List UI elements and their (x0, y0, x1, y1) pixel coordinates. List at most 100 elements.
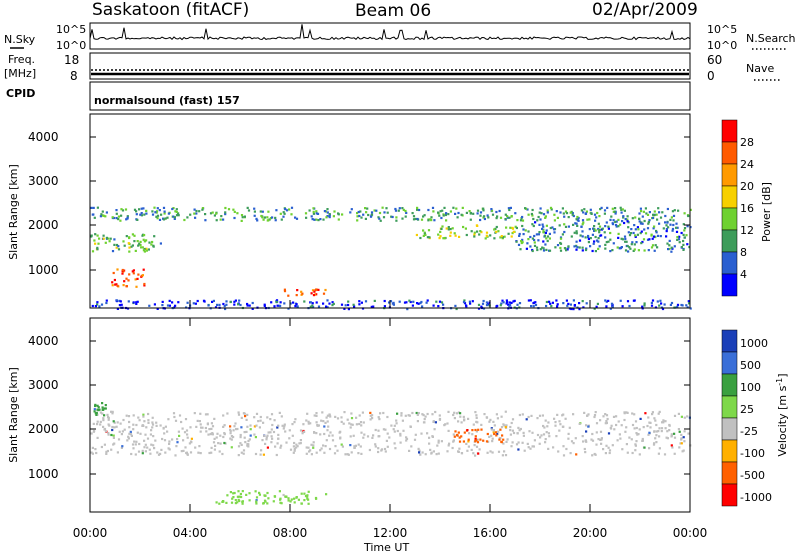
data-cell-0 (408, 414, 411, 417)
data-cell-0 (411, 212, 414, 215)
time-tick-label: 08:00 (273, 526, 308, 540)
data-cell-0 (151, 213, 155, 216)
data-cell-0 (521, 219, 525, 222)
data-cell-6 (595, 305, 598, 308)
data-cell-6 (565, 299, 568, 302)
colorbar-swatch (721, 251, 738, 275)
velocity-colorbar-label-end: ] (776, 373, 789, 377)
data-cell-6 (303, 300, 306, 303)
data-cell-0 (423, 214, 426, 217)
data-cell-0 (623, 411, 626, 414)
data-cell-0 (292, 445, 295, 448)
data-cell-3 (283, 290, 287, 293)
data-cell-5 (532, 224, 535, 228)
data-cell-0 (445, 219, 448, 222)
data-cell-0 (241, 216, 244, 219)
power-scatter (90, 206, 692, 311)
data-cell-0 (422, 421, 426, 424)
data-cell-5 (604, 225, 607, 228)
data-cell-5 (553, 231, 556, 234)
data-cell-5 (543, 234, 547, 237)
data-cell-6 (239, 303, 242, 307)
data-cell-0 (409, 425, 412, 428)
data-cell-0 (397, 209, 400, 212)
data-cell-0 (259, 419, 262, 422)
data-cell-6 (174, 304, 177, 307)
data-cell-5 (561, 233, 564, 236)
data-cell-5 (670, 246, 673, 249)
data-cell-0 (163, 212, 166, 215)
data-cell-0 (424, 453, 427, 456)
data-cell-0 (414, 433, 417, 436)
data-cell-0 (201, 208, 204, 211)
data-cell-0 (504, 410, 507, 413)
data-cell-0 (607, 446, 610, 449)
data-cell-0 (90, 432, 93, 435)
data-cell-6 (225, 303, 228, 306)
data-cell-0 (452, 413, 455, 417)
data-cell-5 (575, 232, 578, 235)
data-cell-6 (96, 301, 99, 304)
data-cell-1 (108, 240, 111, 243)
data-cell-0 (505, 424, 508, 427)
data-cell-6 (312, 305, 315, 309)
data-cell-6 (421, 305, 424, 308)
data-cell-0 (127, 435, 130, 438)
data-cell-0 (253, 433, 256, 436)
data-cell-0 (274, 219, 277, 222)
data-cell-0 (671, 210, 674, 213)
data-cell-0 (163, 210, 166, 213)
data-cell-0 (386, 432, 389, 435)
data-cell-5 (576, 224, 579, 227)
data-cell-0 (189, 426, 192, 429)
data-cell-0 (540, 434, 543, 437)
data-cell-1 (117, 248, 121, 251)
data-cell-0 (350, 423, 353, 426)
data-cell-4 (442, 237, 445, 240)
data-cell-0 (124, 208, 128, 211)
data-cell-0 (160, 213, 163, 216)
data-cell-5 (664, 221, 667, 224)
data-cell-0 (255, 217, 258, 220)
data-cell-0 (482, 216, 485, 219)
data-cell-0 (384, 428, 387, 431)
colorbar-swatch (721, 207, 738, 231)
data-cell-5 (591, 233, 594, 236)
data-cell-5 (683, 236, 686, 239)
data-cell-0 (436, 444, 439, 447)
data-cell-0 (176, 441, 179, 444)
data-cell-5 (551, 226, 554, 229)
data-cell-0 (323, 432, 326, 436)
data-cell-0 (234, 422, 237, 425)
data-cell-0 (404, 215, 407, 218)
data-cell-0 (340, 443, 343, 446)
data-cell-0 (280, 415, 283, 418)
data-cell-0 (99, 411, 102, 414)
data-cell-0 (423, 418, 426, 421)
data-cell-0 (511, 429, 514, 432)
data-cell-3 (307, 490, 310, 493)
data-cell-0 (500, 426, 504, 429)
data-cell-1 (455, 433, 459, 437)
data-cell-0 (514, 212, 517, 215)
data-cell-0 (369, 411, 372, 414)
data-cell-5 (541, 246, 544, 249)
data-cell-6 (440, 301, 444, 304)
data-cell-0 (531, 208, 534, 212)
data-cell-0 (502, 423, 505, 426)
colorbar-tick: -100 (740, 447, 765, 460)
data-cell-0 (476, 438, 479, 441)
data-cell-0 (307, 420, 310, 423)
data-cell-0 (447, 444, 450, 447)
data-cell-0 (438, 414, 441, 417)
data-cell-0 (120, 214, 123, 217)
data-cell-5 (545, 224, 548, 227)
data-cell-5 (611, 223, 615, 226)
data-cell-3 (248, 492, 251, 495)
data-cell-0 (599, 208, 602, 211)
data-cell-0 (417, 412, 420, 415)
data-cell-0 (620, 211, 623, 214)
data-cell-4 (511, 227, 515, 230)
data-cell-0 (518, 413, 521, 417)
data-cell-3 (234, 499, 237, 502)
